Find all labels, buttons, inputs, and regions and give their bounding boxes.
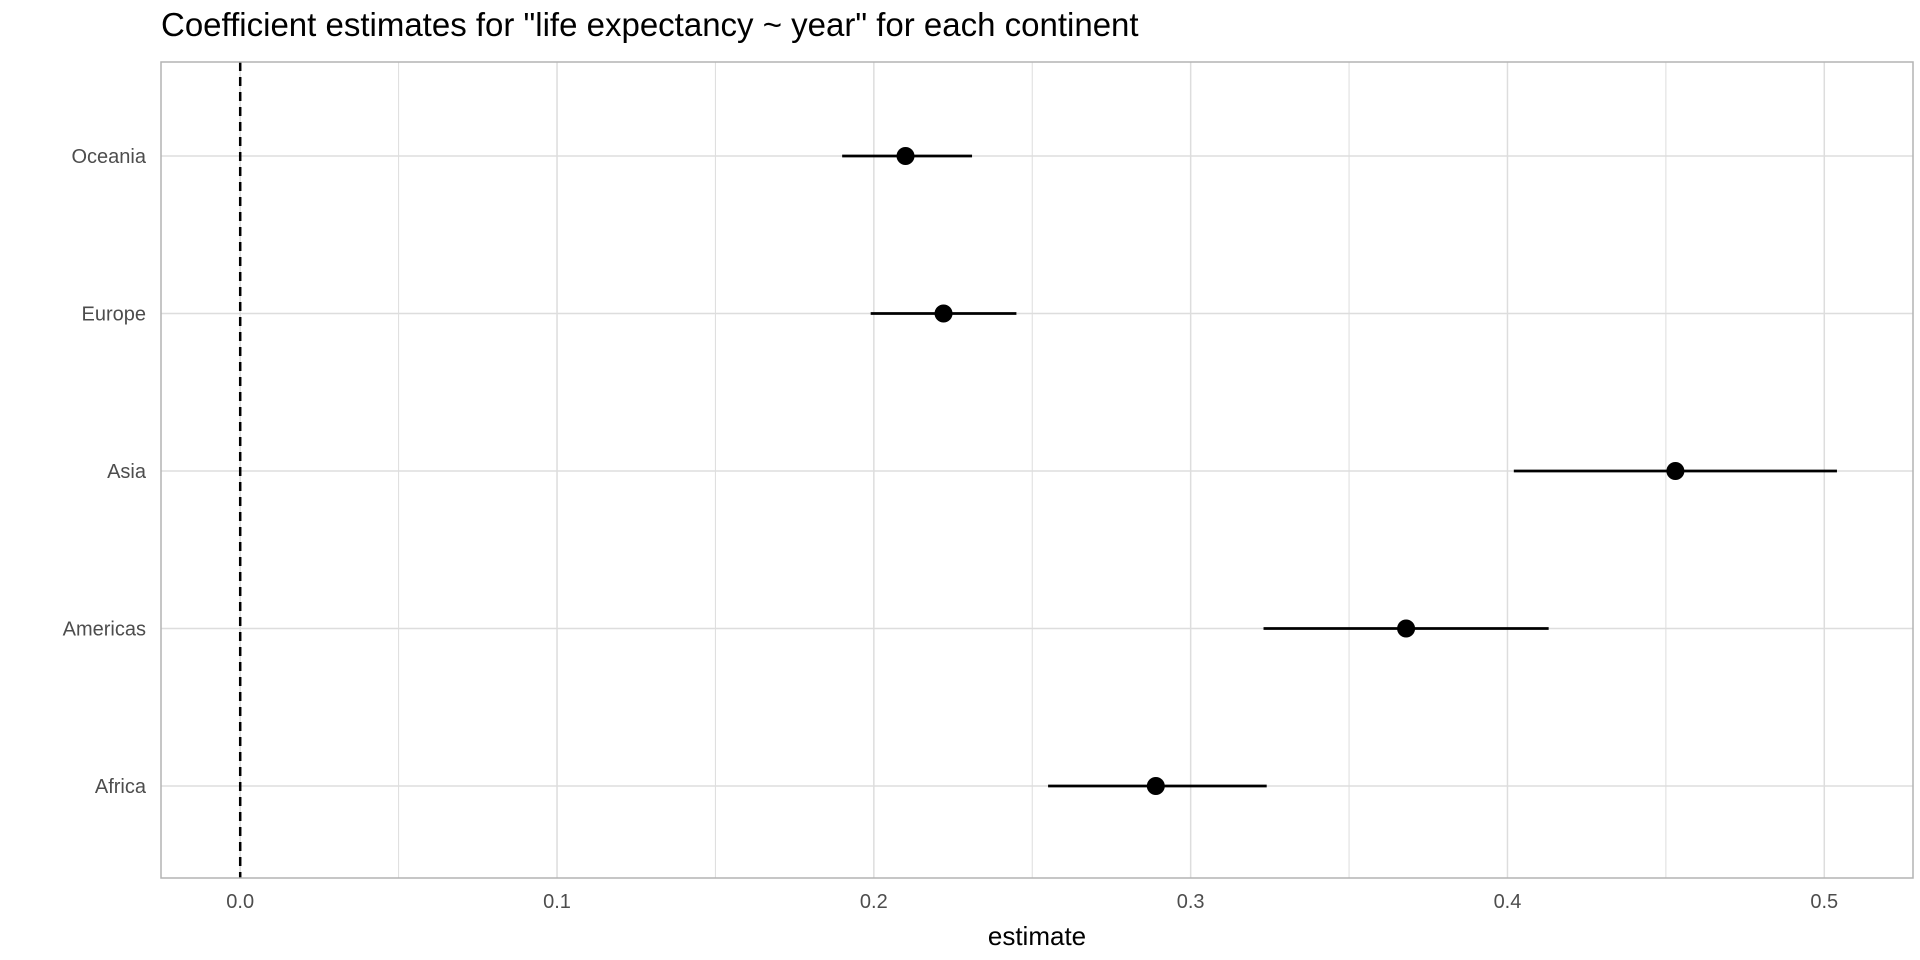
x-tick-label: 0.5 xyxy=(1810,891,1838,913)
point-asia xyxy=(1666,462,1685,480)
x-axis-tick-labels: 0.0 0.1 0.2 0.3 0.4 0.5 xyxy=(226,891,1838,913)
y-tick-label-africa: Africa xyxy=(95,776,147,798)
y-tick-label-asia: Asia xyxy=(107,461,147,483)
panel-border xyxy=(160,61,1914,879)
x-tick-label: 0.3 xyxy=(1177,891,1205,913)
point-africa xyxy=(1146,777,1165,795)
minor-gridlines xyxy=(398,62,1667,878)
x-tick-label: 0.0 xyxy=(226,891,254,913)
y-axis-tick-labels: Africa Americas Asia Europe Oceania xyxy=(63,146,147,798)
x-tick-label: 0.1 xyxy=(543,891,571,913)
panel-border-group xyxy=(160,61,1914,879)
y-tick-label-oceania: Oceania xyxy=(72,146,147,168)
x-axis-title: estimate xyxy=(988,921,1086,951)
data-points xyxy=(896,147,1685,795)
y-tick-label-europe: Europe xyxy=(82,304,147,326)
point-oceania xyxy=(896,147,915,165)
x-tick-label: 0.2 xyxy=(860,891,888,913)
x-tick-label: 0.4 xyxy=(1494,891,1522,913)
y-tick-label-americas: Americas xyxy=(63,619,146,641)
point-americas xyxy=(1397,619,1416,638)
chart-title: Coefficient estimates for "life expectan… xyxy=(161,6,1139,43)
point-europe xyxy=(934,304,953,323)
